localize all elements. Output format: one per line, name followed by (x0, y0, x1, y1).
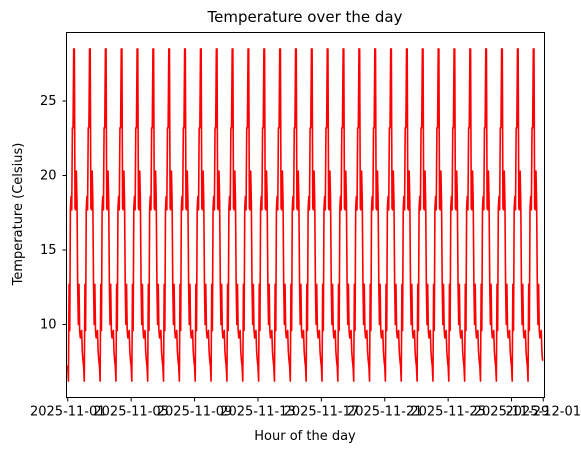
x-tick-label-0: 2025-11-01 (30, 405, 106, 420)
x-axis-ticks: 2025-11-012025-11-052025-11-092025-11-13… (30, 397, 581, 420)
y-axis-ticks: 10 15 20 25 (40, 94, 67, 333)
x-tick-label-4: 2025-11-17 (284, 405, 360, 420)
x-tick-label-7: 2025-11-29 (474, 405, 550, 420)
x-tick-label-2: 2025-11-09 (157, 405, 233, 420)
plot-lines (66, 48, 544, 382)
chart-title: Temperature over the day (207, 8, 403, 26)
y-tick-label-3: 25 (40, 94, 57, 109)
x-tick-label-3: 2025-11-13 (220, 405, 296, 420)
x-axis-label: Hour of the day (254, 429, 356, 444)
x-tick-label-1: 2025-11-05 (93, 405, 169, 420)
x-tick-label-5: 2025-11-21 (347, 405, 423, 420)
x-tick-label-6: 2025-11-25 (410, 405, 486, 420)
x-tick-label-8: 2025-12-01 (505, 405, 581, 420)
series-line-0 (66, 48, 544, 382)
y-axis-label: Temperature (Celsius) (11, 143, 26, 287)
y-tick-label-2: 20 (40, 169, 57, 184)
y-tick-label-1: 15 (40, 243, 57, 258)
plot-area (66, 32, 545, 398)
y-tick-label-0: 10 (40, 318, 57, 333)
